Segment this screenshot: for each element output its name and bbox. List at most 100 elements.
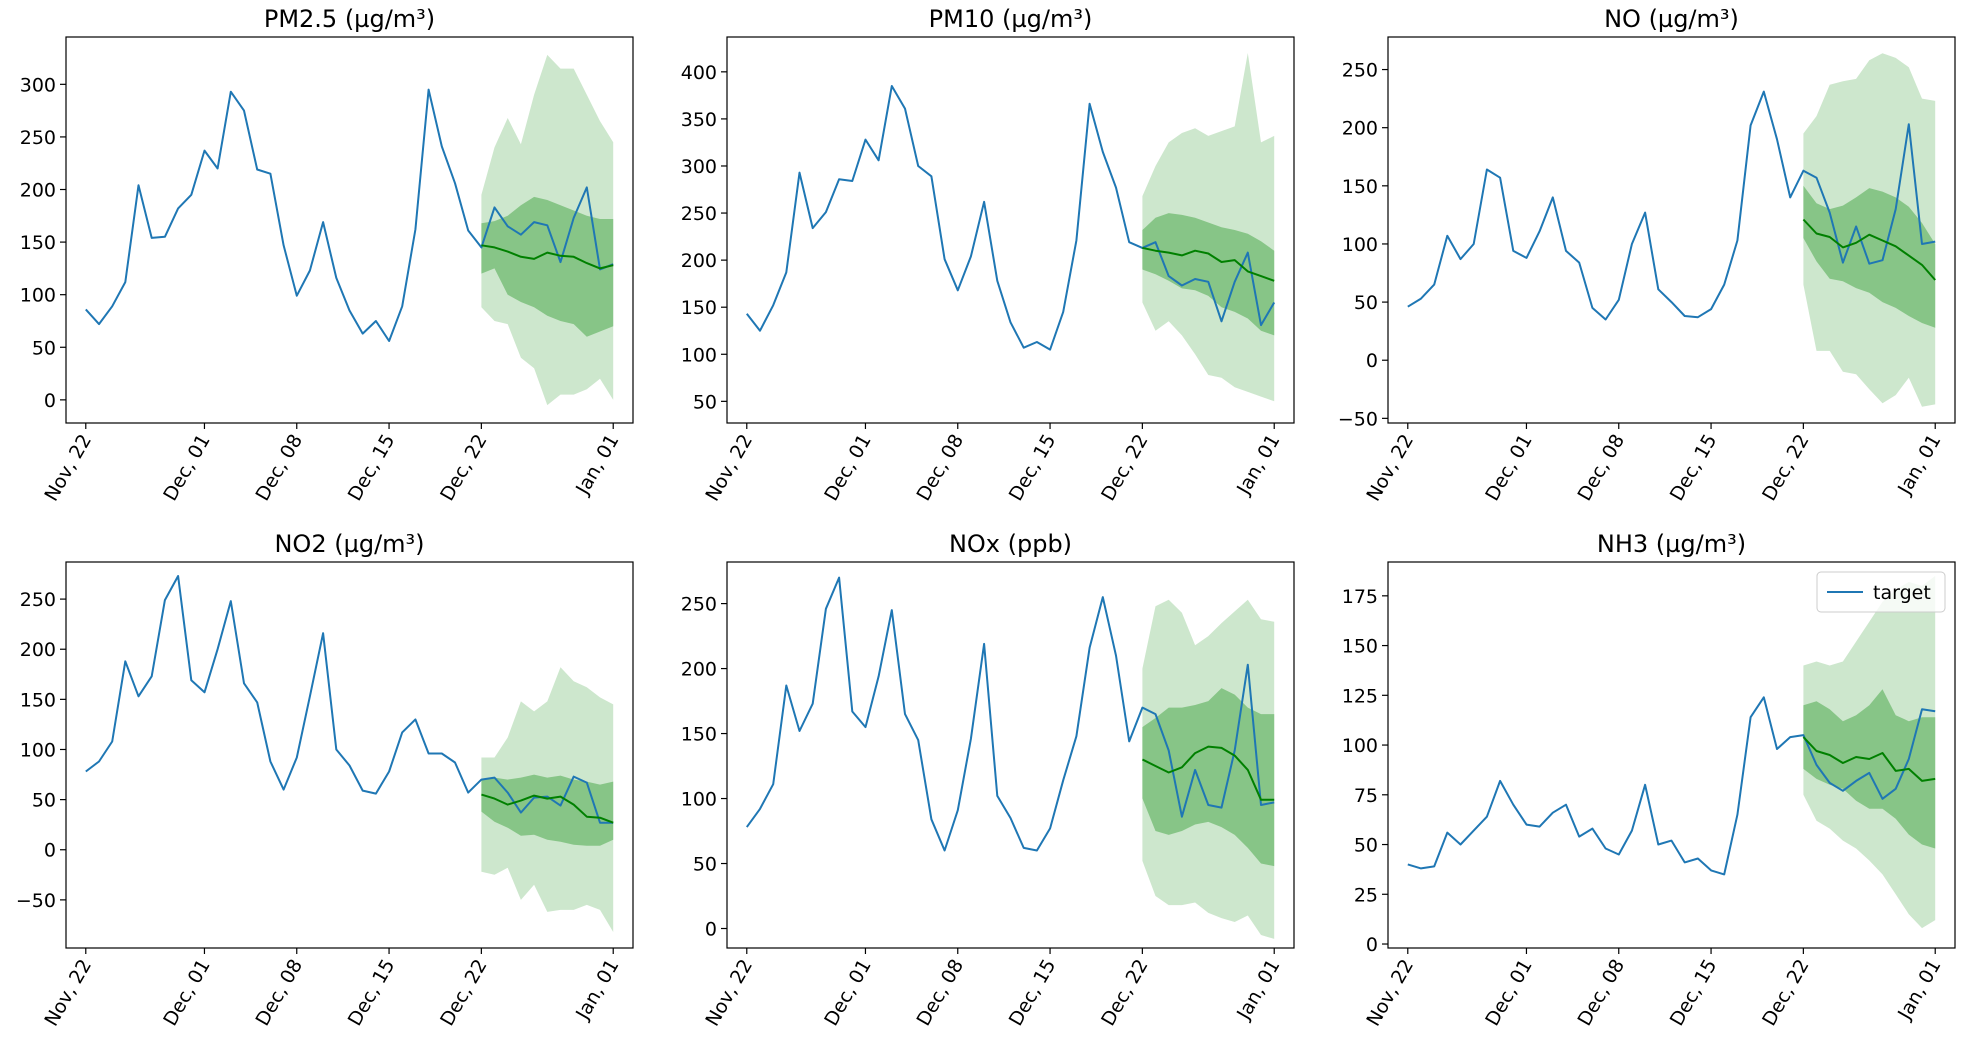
axes-frame xyxy=(65,561,634,949)
panel-title: PM2.5 (µg/m³) xyxy=(264,5,435,33)
y-tick-label: 150 xyxy=(681,297,717,319)
y-tick-label: 250 xyxy=(1342,60,1378,82)
axes-frame xyxy=(726,561,1295,949)
x-tick-label: Dec, 01 xyxy=(820,956,876,1030)
y-tick-label: 100 xyxy=(20,739,56,761)
x-tick-label: Jan, 01 xyxy=(1232,956,1284,1025)
x-tick-label: Dec, 15 xyxy=(344,956,400,1030)
y-tick-label: 50 xyxy=(32,337,56,359)
forecast-median-line xyxy=(1802,218,1936,281)
subplot-3: NO (µg/m³) −50 0 50 100 150 200 250 Nov, 22 Dec, … xyxy=(1338,5,1956,506)
x-tick-label: Nov, 22 xyxy=(1362,431,1418,506)
x-tick-label: Dec, 22 xyxy=(1758,956,1814,1030)
x-tick-label: Dec, 01 xyxy=(1481,956,1537,1030)
subplot-4: NO2 (µg/m³) −50 0 50 100 150 200 250 Nov, 22 Dec,… xyxy=(16,530,634,1031)
y-tick-label: 350 xyxy=(681,109,717,131)
legend: target xyxy=(1816,571,1946,613)
x-tick-label: Dec, 15 xyxy=(1005,431,1061,505)
y-tick-label: 300 xyxy=(681,156,717,178)
subplot-1: PM2.5 (µg/m³) 0 50 100 150 200 250 300 Nov, 22 De… xyxy=(20,5,634,506)
y-tick-label: 50 xyxy=(693,391,717,413)
subplot-2: PM10 (µg/m³) 50 100 150 200 250 300 350 400 Nov, … xyxy=(681,5,1295,506)
y-tick-label: −50 xyxy=(16,890,56,912)
y-tick-label: 0 xyxy=(44,840,56,862)
y-tick-label: 150 xyxy=(20,232,56,254)
y-tick-label: 150 xyxy=(20,689,56,711)
plot-area xyxy=(1407,575,1936,929)
y-tick-label: 0 xyxy=(44,390,56,412)
forecast-median-line xyxy=(1142,246,1275,282)
x-tick-label: Dec, 15 xyxy=(1005,956,1061,1030)
y-tick-label: 150 xyxy=(681,724,717,746)
x-tick-label: Dec, 01 xyxy=(159,431,215,505)
y-tick-label: 100 xyxy=(681,344,717,366)
x-tick-label: Jan, 01 xyxy=(1893,956,1945,1025)
target-line xyxy=(745,576,1275,852)
forecast-inner-band xyxy=(481,196,614,337)
x-tick-label: Dec, 15 xyxy=(344,431,400,505)
forecast-median-line xyxy=(481,244,614,270)
axes-frame xyxy=(726,36,1295,424)
legend-label-target: target xyxy=(1873,582,1931,604)
x-tick-label: Dec, 08 xyxy=(252,431,308,505)
x-tick-label: Dec, 08 xyxy=(1574,956,1630,1030)
x-tick-label: Dec, 08 xyxy=(913,956,969,1030)
x-tick-label: Dec, 15 xyxy=(1666,956,1722,1030)
target-line xyxy=(1407,696,1936,876)
y-tick-label: 200 xyxy=(681,659,717,681)
forecast-inner-band xyxy=(1803,689,1936,849)
target-line xyxy=(1407,90,1936,321)
plot-area xyxy=(746,53,1276,402)
y-tick-label: 200 xyxy=(20,639,56,661)
x-tick-label: Nov, 22 xyxy=(40,956,96,1031)
panel-title: NOx (ppb) xyxy=(949,530,1072,558)
x-tick-label: Dec, 01 xyxy=(820,431,876,505)
target-line xyxy=(746,85,1276,351)
x-tick-label: Dec, 08 xyxy=(913,431,969,505)
subplot-5: NOx (ppb) 0 50 100 150 200 250 Nov, 22 Dec, 01 De… xyxy=(681,530,1295,1030)
x-tick-label: Dec, 01 xyxy=(1481,431,1537,505)
x-tick-label: Nov, 22 xyxy=(40,431,96,506)
y-tick-label: 300 xyxy=(20,74,56,96)
x-tick-label: Dec, 22 xyxy=(436,956,492,1030)
y-tick-label: 100 xyxy=(1342,735,1378,757)
legend-box xyxy=(1816,571,1946,613)
x-tick-label: Dec, 01 xyxy=(159,956,215,1030)
x-tick-label: Dec, 22 xyxy=(436,431,492,505)
y-tick-label: 175 xyxy=(1342,586,1378,608)
y-tick-label: 250 xyxy=(681,203,717,225)
axes-frame xyxy=(1387,561,1956,949)
plot-area xyxy=(745,576,1275,939)
x-tick-label: Dec, 08 xyxy=(252,956,308,1030)
plot-area xyxy=(85,575,614,932)
y-tick-label: 250 xyxy=(20,589,56,611)
x-tick-label: Dec, 08 xyxy=(1574,431,1630,505)
y-tick-label: 250 xyxy=(20,127,56,149)
x-tick-label: Dec, 22 xyxy=(1097,431,1153,505)
y-tick-label: 200 xyxy=(681,250,717,272)
x-tick-label: Dec, 15 xyxy=(1666,431,1722,505)
panel-title: PM10 (µg/m³) xyxy=(929,5,1093,33)
y-tick-label: 125 xyxy=(1342,685,1378,707)
x-tick-label: Nov, 22 xyxy=(701,431,757,506)
y-tick-label: 50 xyxy=(1354,292,1378,314)
y-tick-label: 25 xyxy=(1354,884,1378,906)
x-tick-label: Jan, 01 xyxy=(571,431,623,500)
forecast-inner-band xyxy=(481,774,614,846)
y-tick-label: 0 xyxy=(1366,934,1378,956)
target-line xyxy=(85,88,614,342)
x-tick-label: Jan, 01 xyxy=(571,956,623,1025)
forecast-median-line xyxy=(1141,745,1275,801)
axes-frame xyxy=(1387,36,1956,424)
y-tick-label: 0 xyxy=(705,919,717,941)
y-tick-label: 150 xyxy=(1342,176,1378,198)
subplot-6: NH3 (µg/m³) 0 25 50 75 100 125 150 175 Nov, 22 Dec… xyxy=(1342,530,1956,1030)
forecast-inner-band xyxy=(1803,185,1936,328)
plot-area xyxy=(1407,53,1936,407)
panel-title: NO (µg/m³) xyxy=(1604,5,1739,33)
panel-title: NO2 (µg/m³) xyxy=(274,530,424,558)
y-tick-label: 200 xyxy=(20,180,56,202)
x-tick-label: Dec, 22 xyxy=(1097,956,1153,1030)
y-tick-label: 50 xyxy=(693,854,717,876)
